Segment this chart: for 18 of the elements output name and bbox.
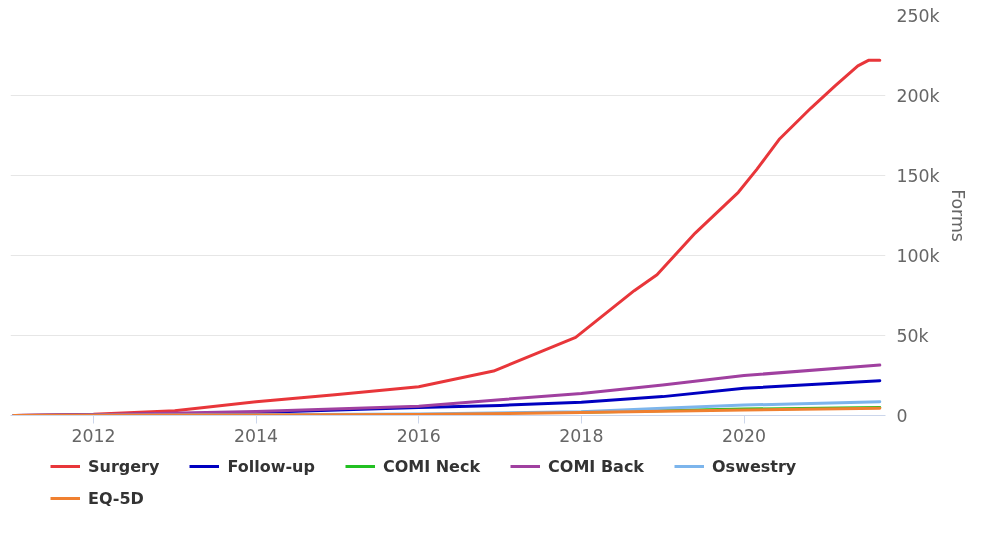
y-tick-label: 100k: [896, 245, 940, 266]
legend-label: Oswestry: [712, 456, 797, 476]
y-tick-label: 250k: [896, 5, 940, 26]
legend-label: EQ-5D: [88, 488, 144, 508]
x-tick-label: 2016: [396, 425, 441, 446]
legend-label: COMI Back: [548, 456, 644, 476]
y-axis-title: Forms: [947, 189, 968, 242]
x-tick-label: 2020: [721, 425, 767, 446]
x-tick-label: 2014: [234, 425, 279, 446]
legend-label: Follow-up: [227, 456, 315, 476]
x-tick-label: 2018: [559, 425, 604, 446]
y-tick-label: 0: [896, 405, 908, 426]
legend-label: COMI Neck: [382, 456, 481, 476]
y-tick-label: 150k: [896, 165, 940, 186]
y-tick-label: 50k: [896, 325, 929, 346]
legend-label: Surgery: [88, 456, 160, 476]
y-tick-label: 200k: [896, 85, 940, 106]
x-tick-label: 2012: [71, 425, 116, 446]
